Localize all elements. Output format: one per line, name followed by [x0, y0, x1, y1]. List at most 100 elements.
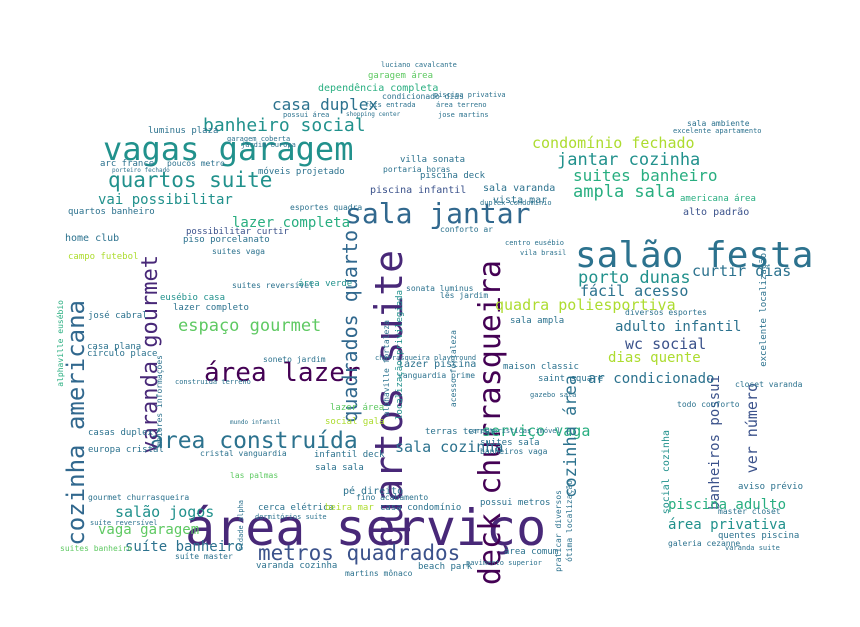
word-vista-mar: vista mar — [493, 195, 548, 206]
word-vagas-garagem: vagas garagem — [103, 130, 354, 168]
word-casa-duplex: casa duplex — [272, 95, 378, 114]
word-master-closet: master closet — [718, 507, 781, 516]
word-maiores-informacoes: maiores informações — [155, 355, 164, 447]
word-quadrados-quarto: quadrados quarto — [338, 230, 362, 423]
word-diversos-esportes: diversos esportes — [625, 308, 707, 317]
word-casas-duplex: casas duplex — [88, 428, 154, 438]
word-sala-cozinha: sala cozinha — [395, 438, 504, 456]
word-suite-banheiro: suíte banheiro — [125, 539, 244, 555]
word-luciano-cavalcante: luciano cavalcante — [381, 61, 457, 69]
word-lazer-completo: lazer completo — [173, 303, 249, 313]
word-gazebo-sala: gazebo sala — [530, 391, 577, 399]
word-porto-dunas: porto dunas — [578, 268, 691, 288]
word-excelente-localizacao: excelente localização — [759, 253, 769, 367]
word-cerca-eletrica: cerca elétrica — [258, 503, 334, 513]
word-infantil-deck: infantil deck — [314, 450, 385, 460]
word-maison-classic: maison classic — [503, 362, 579, 372]
word-suite-master: suíte master — [175, 552, 233, 561]
word-sala-jantar: sala jantar — [345, 197, 531, 230]
word-churrasqueira-playground: churrasqueira playground — [375, 354, 477, 362]
word-area-construida: área construída — [150, 428, 358, 454]
word-esportes-quadra: esportes quadra — [290, 203, 363, 212]
word-vila-brasil: vila brasil — [520, 249, 567, 257]
word-alphaville-fortaleza: alphaville fortaleza — [382, 320, 391, 417]
word-suites-sala: suites sala — [480, 438, 540, 448]
word-gourmet-churrasqueira: gourmet churrasqueira — [88, 493, 190, 502]
word-garagem-area: garagem área — [368, 71, 434, 81]
word-jantar-cozinha: jantar cozinha — [557, 150, 701, 170]
word-beach-park: beach park — [418, 562, 473, 572]
word-soneto-jardim: soneto jardim — [263, 355, 326, 364]
word-area-verde: área verde — [298, 279, 353, 289]
word-sonata-luminus: sonata luminus — [406, 284, 474, 293]
word-quartos-suite-small: quartos suite — [108, 168, 273, 192]
word-vaga-garagem: vaga garagem — [98, 522, 200, 538]
word-poucos-metro: poucos metro — [167, 159, 225, 168]
word-jose-martins: jose martins — [438, 111, 489, 119]
word-dias-quente: dias quente — [608, 350, 701, 366]
word-quadra-poliesportiva: quadra poliesportiva — [495, 296, 676, 314]
word-circulo-place: círculo place — [87, 349, 158, 359]
word-les-jardim: lês jardim — [440, 291, 489, 300]
word-possui-area: possui área — [283, 111, 330, 119]
word-lazer-completa: lazer completa — [232, 215, 351, 231]
word-area-lazer: área lazer — [204, 358, 361, 388]
word-casa-plana: casa plana — [87, 342, 142, 352]
word-piscina-adulto: piscina adulto — [668, 497, 787, 513]
word-lazer-piscina: lazer piscina — [398, 359, 477, 370]
word-jardim-europa: jardim europa — [241, 141, 296, 149]
word-area-servico: área serviço — [185, 499, 547, 557]
word-salao-jogos: salão jogos — [115, 503, 215, 521]
word-varanda-suite: varanda suite — [725, 544, 780, 552]
word-excelente-apartamento: excelente apartamento — [673, 127, 762, 135]
word-portaria-horas: portaria horas — [383, 165, 451, 174]
word-terras-terras: terras terras — [425, 427, 496, 437]
word-banheiros-possui: banheiros possui — [707, 375, 723, 510]
word-pe-direito: pé direito — [343, 486, 404, 497]
word-galeria-cezanne: galeria cezanne — [668, 539, 741, 548]
word-jose-cabral: josé cabral — [88, 311, 148, 321]
word-fgts-entrada: fgts entrada — [365, 101, 416, 109]
word-sala-ambiente: sala ambiente — [687, 119, 750, 128]
word-suites-vaga: suites vaga — [212, 247, 265, 256]
word-piscina-deck: piscina deck — [420, 171, 486, 181]
word-area-privativa: área privativa — [668, 517, 787, 533]
word-facil-acesso: fácil acesso — [580, 282, 689, 300]
word-piso-porcelanato: piso porcelanato — [183, 235, 270, 245]
word-suites-banheiro: suites banheiro — [573, 166, 718, 185]
word-banheiros-vaga: banheiros vaga — [480, 447, 548, 456]
word-europa-cristal: europa cristal — [88, 445, 164, 455]
word-piscina-privativa: piscina privativa — [434, 91, 506, 99]
word-banheiro-social: banheiro social — [203, 115, 366, 136]
word-closet-varanda: closet varanda — [735, 380, 803, 389]
word-servico-vaga: serviço vaga — [482, 422, 591, 440]
word-arc-france: arc france — [100, 159, 155, 169]
word-possibilitar-curtir: possibilitar curtir — [186, 227, 289, 237]
word-mundo-infantil: mundo infantil — [230, 419, 281, 426]
word-sala-ampla: sala ampla — [510, 316, 565, 326]
word-eusebio-casa: eusébio casa — [160, 293, 226, 303]
word-varanda-cozinha: varanda cozinha — [256, 561, 338, 571]
word-ar-condicionado: ar condicionado — [588, 371, 715, 387]
word-sala-sala: sala sala — [315, 463, 364, 473]
word-americana-area: americana área — [680, 194, 756, 204]
word-fino-acabamento: fino acabamento — [356, 493, 429, 502]
word-piscina-infantil: piscina infantil — [370, 185, 467, 196]
word-otima-localizacao: ótima localização — [565, 480, 574, 562]
word-casa-condominio: casa condomínio — [380, 503, 462, 513]
word-home-club: home club — [65, 233, 120, 244]
word-condicionado-dias: condicionado dias — [382, 92, 464, 101]
word-suite-reversivel: suíte reversível — [90, 519, 158, 527]
word-conforto-ar: conforto ar — [440, 225, 493, 234]
word-alto-padrao: alto padrão — [683, 207, 750, 218]
word-curtir-dias: curtir dias — [692, 262, 792, 280]
word-suites-reversivel: suites reversível — [232, 281, 314, 290]
word-aviso-previo: aviso prévio — [738, 482, 804, 492]
word-social-gala: social gala — [325, 417, 385, 427]
word-lazer-area: lazer área — [330, 403, 385, 413]
word-adulto-infantil: adulto infantil — [615, 319, 742, 335]
word-praticar-diversos: praticar diversos — [554, 490, 563, 572]
word-metros-quadrados: metros quadrados — [258, 541, 461, 565]
word-vanguardia-prime: vanguardia prime — [398, 371, 476, 380]
